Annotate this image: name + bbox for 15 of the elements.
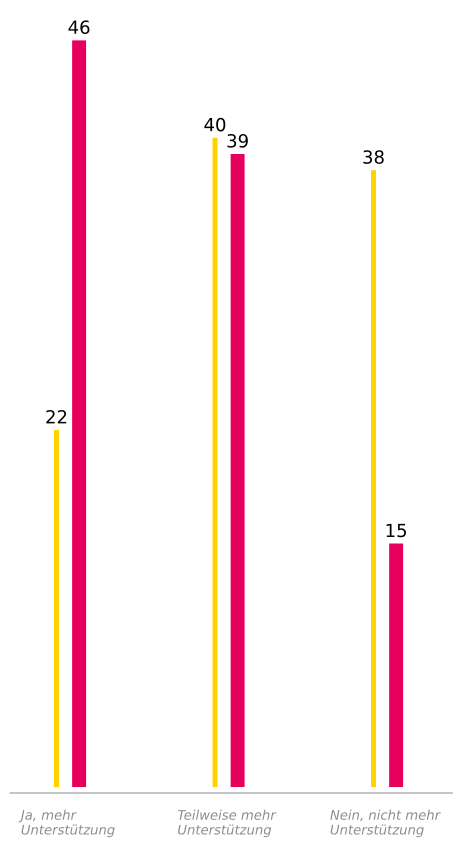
data-label: 46 [68, 20, 90, 34]
bar [230, 154, 245, 788]
bar [389, 544, 404, 788]
data-label: 38 [363, 150, 384, 164]
data-label: 15 [386, 524, 406, 538]
bar [72, 40, 86, 788]
bar [371, 170, 376, 788]
data-label: 39 [227, 134, 248, 148]
data-label: 22 [46, 410, 66, 424]
bar [54, 430, 59, 788]
x-tick-label: Teilweise mehr Unterstützung [178, 810, 276, 838]
x-tick-label: Nein, nicht mehr Unterstützung [330, 810, 441, 838]
x-tick-label: Ja, mehr Unterstützung [18, 810, 115, 838]
data-label: 40 [204, 118, 226, 132]
bar [212, 138, 218, 788]
